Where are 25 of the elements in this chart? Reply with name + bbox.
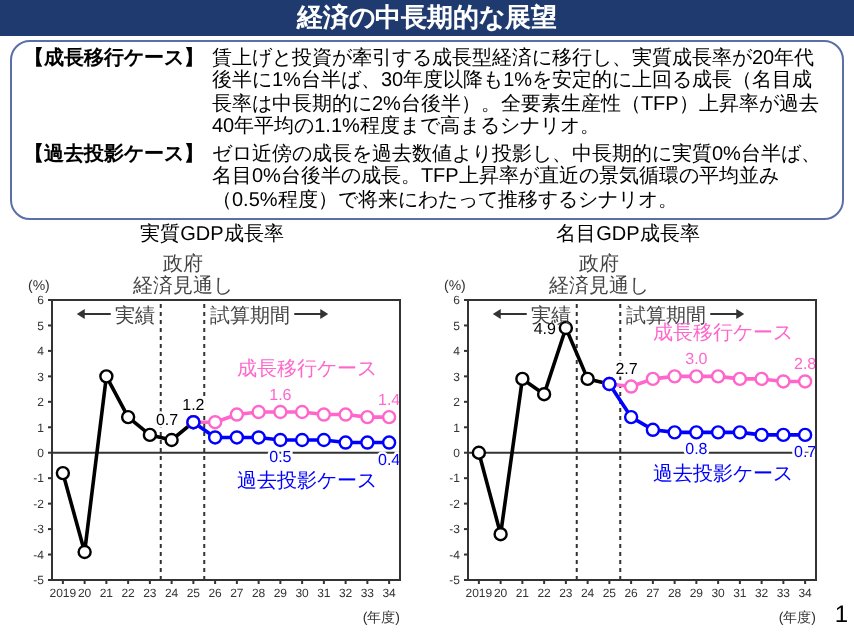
text: 政府 xyxy=(162,252,203,277)
annotation: 試算期間 xyxy=(210,304,291,329)
text: 1 xyxy=(834,600,848,628)
chart-title: 実質GDP成長率 xyxy=(138,224,286,249)
text: 政府 xyxy=(578,252,619,277)
text: ゼロ近傍の成長を過去数値より投影し、中長期的に実質0%台半ば、名目0%台後半の成長。TFP上昇率が直近の景気循環の平均並み（0.5%程度）で将来にわたって推移するシナリオ。 xyxy=(212,144,823,213)
series-label: 過去投影ケース xyxy=(236,469,377,494)
text: 【成長移行ケース】 xyxy=(24,48,206,74)
data-label: 2.7 xyxy=(615,360,639,379)
data-label: 3.0 xyxy=(685,350,709,369)
data-label: 1.4 xyxy=(378,391,402,410)
chart-title: 名目GDP成長率 xyxy=(554,224,702,249)
data-label: 1.2 xyxy=(182,396,206,415)
text: 賃上げと投資が牽引する成長型経済に移行し、実質成長率が20年代後半に1%台半ば、30年度以降も1%を安定的に上回る成長（名目成長率は中長期的に2%台後半）。全要素生産性（TFP）上昇率が過去40年平均の1.1%程度まで高まるシナリオ。 xyxy=(212,48,821,139)
text: 【過去投影ケース】 xyxy=(24,144,206,171)
data-label: 2.8 xyxy=(794,355,818,374)
data-label: 0.4 xyxy=(378,450,402,469)
series-label: 成長移行ケース xyxy=(236,356,377,381)
series-label: 過去投影ケース xyxy=(652,461,793,486)
annotation: 実績 xyxy=(114,304,155,329)
data-label: 1.6 xyxy=(269,386,293,405)
text: 経済見通し xyxy=(546,274,649,299)
data-label: 0.7 xyxy=(155,411,180,430)
text: 経済見通し xyxy=(130,274,233,299)
text: 経済の中長期的な展望 xyxy=(0,0,854,36)
